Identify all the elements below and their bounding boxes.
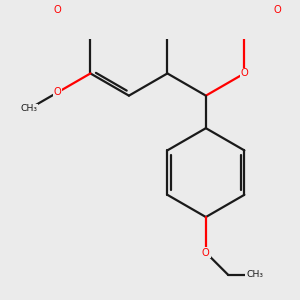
Text: O: O (202, 248, 210, 258)
Text: O: O (273, 5, 281, 15)
Text: O: O (54, 87, 62, 97)
Text: O: O (54, 5, 62, 15)
Text: CH₃: CH₃ (20, 104, 38, 113)
Text: O: O (241, 68, 248, 78)
Text: CH₃: CH₃ (246, 270, 263, 279)
